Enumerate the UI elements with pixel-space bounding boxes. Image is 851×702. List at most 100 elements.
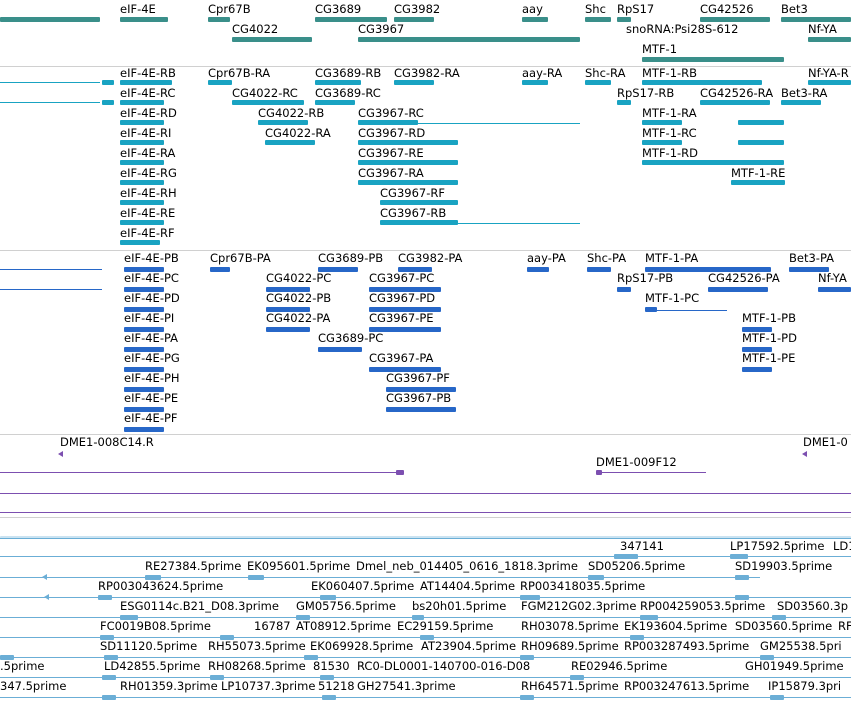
est-feature[interactable] [320,595,336,600]
est-label[interactable]: LP10737.3prime [221,679,316,693]
est-feature[interactable] [760,655,774,660]
est-feature[interactable] [614,554,638,559]
protein-feature[interactable] [124,307,164,312]
transcript-feature[interactable] [120,120,164,125]
gene-label[interactable]: CG4022 [232,22,279,36]
protein-label[interactable]: CG3967-PF [386,371,450,385]
transcript-label[interactable]: MTF-1-RB [642,67,698,80]
protein-feature[interactable] [617,287,631,292]
est-label[interactable]: RH64571.5prime [521,679,619,693]
transcript-label[interactable]: Shc-RA [585,67,626,80]
est-feature[interactable] [735,595,749,600]
protein-feature[interactable] [210,267,230,272]
est-label[interactable]: RP003418035.5prime [520,579,646,593]
transcript-feature[interactable] [642,80,762,85]
clone-line[interactable] [0,512,851,513]
protein-feature[interactable] [398,267,432,272]
gene-label[interactable]: CG3689 [315,2,362,16]
protein-feature[interactable] [124,367,164,372]
est-label[interactable]: RH01359.3prime [120,679,218,693]
transcript-feature[interactable] [258,120,308,125]
est-feature[interactable] [304,655,318,660]
protein-feature[interactable] [369,307,441,312]
transcript-label[interactable]: aay-RA [522,67,563,80]
gene-feature[interactable] [617,17,631,22]
protein-feature[interactable] [527,267,549,272]
transcript-label[interactable]: eIF-4E-RC [120,86,176,100]
transcript-label[interactable]: Bet3-RA [781,86,828,100]
est-label[interactable]: SD05206.5prime [588,559,686,573]
est-label[interactable]: RH55073.5prime [208,639,306,653]
est-line[interactable] [0,577,760,578]
est-label[interactable]: FC0019B08.5prime [100,619,211,633]
est-label[interactable]: 347.5prime [0,679,67,693]
transcript-feature[interactable] [120,140,164,145]
transcript-label[interactable]: CG4022-RB [258,106,325,120]
transcript-label[interactable]: Cpr67B-RA [208,67,271,80]
gene-label[interactable]: Shc [585,2,606,16]
est-label[interactable]: SD11120.5prime [100,639,198,653]
transcript-feature[interactable] [208,80,232,85]
gene-feature[interactable] [232,37,312,42]
protein-label[interactable]: CG3689-PC [318,331,384,345]
transcript-label[interactable]: CG3967-RD [358,126,426,140]
gene-feature[interactable] [642,57,784,62]
est-feature[interactable] [640,615,658,620]
est-label[interactable]: 51218 [318,679,355,693]
protein-label[interactable]: RpS17-PB [617,271,674,285]
est-label[interactable]: RH08268.5prime [208,659,306,673]
protein-label[interactable]: CG3967-PC [369,271,435,285]
est-feature[interactable] [570,675,584,680]
est-label[interactable]: RH09689.5prime [521,639,619,653]
gene-label[interactable]: snoRNA:Psi28S-612 [626,22,739,36]
protein-feature[interactable] [742,347,772,352]
protein-label[interactable]: MTF-1-PA [645,251,699,265]
est-line[interactable] [0,617,851,618]
transcript-label[interactable]: CG4022-RA [265,126,331,140]
protein-feature[interactable] [124,387,164,392]
protein-label[interactable]: Nf-YA [818,271,847,285]
est-feature[interactable] [102,695,116,700]
est-label[interactable]: RE02946.5prime [571,659,668,673]
est-label[interactable]: RP004259053.5prime [640,599,766,613]
est-feature[interactable] [770,695,784,700]
transcript-feature[interactable] [380,200,458,205]
transcript-label[interactable]: MTF-1-RD [642,146,699,160]
transcript-feature[interactable] [120,160,164,165]
est-label[interactable]: LP17592.5prime [730,539,825,553]
protein-label[interactable]: Cpr67B-PA [210,251,271,265]
est-line[interactable] [0,697,851,698]
transcript-feature[interactable] [120,180,164,185]
transcript-feature[interactable] [358,180,458,185]
protein-feature[interactable] [124,407,164,412]
est-label[interactable]: SD19903.5prime [735,559,833,573]
est-label[interactable]: EK069928.5prime [310,639,414,653]
transcript-feature[interactable] [120,220,164,225]
est-line[interactable] [0,538,851,539]
protein-label[interactable]: CG3967-PA [369,351,434,365]
protein-label[interactable]: CG3967-PB [386,391,452,405]
protein-feature[interactable] [369,327,441,332]
clone-label[interactable]: DME1-0 [803,435,848,449]
transcript-feature[interactable] [738,120,784,125]
transcript-label[interactable]: eIF-4E-RA [120,146,176,160]
est-label[interactable]: bs20h01.5prime [412,599,507,613]
est-feature[interactable] [630,635,644,640]
transcript-feature[interactable] [642,160,784,165]
est-label[interactable]: EK193604.5prime [624,619,728,633]
protein-feature[interactable] [318,267,358,272]
protein-label[interactable]: eIF-4E-PG [124,351,180,365]
est-label[interactable]: RF [838,619,851,633]
transcript-label[interactable]: CG42526-RA [700,86,774,100]
est-feature[interactable] [104,655,118,660]
transcript-feature[interactable] [380,220,458,225]
protein-label[interactable]: eIF-4E-PE [124,391,179,405]
est-end-marker[interactable] [42,574,47,580]
transcript-feature[interactable] [617,100,631,105]
est-label[interactable]: GH27541.3prime [357,679,456,693]
protein-label[interactable]: MTF-1-PE [742,351,796,365]
est-label[interactable]: 81530 [313,659,350,673]
protein-feature[interactable] [369,287,441,292]
est-feature[interactable] [98,595,112,600]
est-feature[interactable] [420,635,434,640]
